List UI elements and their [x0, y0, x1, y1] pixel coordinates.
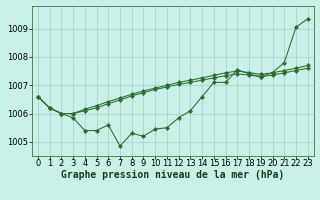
- X-axis label: Graphe pression niveau de la mer (hPa): Graphe pression niveau de la mer (hPa): [61, 170, 284, 180]
